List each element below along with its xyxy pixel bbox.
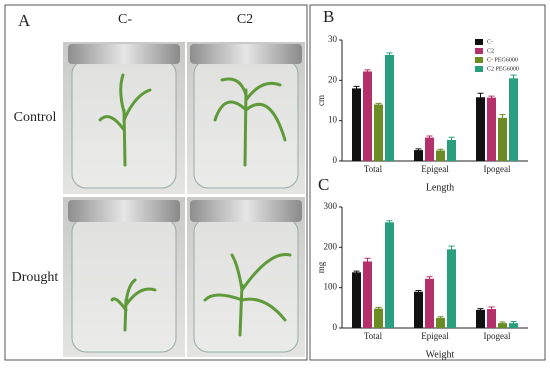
bar <box>487 309 496 328</box>
bar <box>509 323 518 328</box>
bar <box>414 291 423 328</box>
y-tick-label: 100 <box>324 282 338 292</box>
legend-swatch <box>475 48 483 54</box>
bar <box>436 317 445 328</box>
photos <box>63 42 305 357</box>
error-bar <box>364 257 371 265</box>
x-tick-label: Ipogeal <box>484 331 511 341</box>
legend-swatch <box>475 57 483 63</box>
row-label: Control <box>14 110 57 125</box>
bar <box>498 117 507 161</box>
panel-a-frame <box>4 4 308 361</box>
bar <box>436 150 445 161</box>
panel-label: A <box>18 11 31 30</box>
y-tick-label: 0 <box>333 322 338 332</box>
error-bar <box>437 316 444 320</box>
bar <box>374 104 383 161</box>
error-bar <box>415 148 422 152</box>
legend-swatch <box>475 66 483 72</box>
bar <box>447 140 456 161</box>
legend-label: C2 PEG6000 <box>487 66 519 72</box>
column-label: C2 <box>237 12 253 27</box>
y-tick-label: 30 <box>328 34 338 44</box>
bar <box>352 88 361 161</box>
error-bar <box>375 306 382 310</box>
error-bar <box>477 92 484 102</box>
x-tick-label: Epigeal <box>421 164 449 174</box>
x-axis-label: Weight <box>426 349 455 360</box>
y-tick-label: 200 <box>324 241 338 251</box>
bar <box>476 97 485 161</box>
bar <box>385 54 394 161</box>
bar <box>385 222 394 328</box>
y-axis-label: cm <box>316 95 326 106</box>
error-bar <box>488 95 495 100</box>
y-tick-label: 20 <box>328 74 338 84</box>
error-bar <box>415 289 422 293</box>
error-bar <box>499 114 506 122</box>
y-tick-label: 0 <box>333 155 338 165</box>
error-bar <box>510 321 517 325</box>
row-label: Drought <box>12 270 59 285</box>
legend-swatch <box>475 39 483 45</box>
error-bar <box>375 102 382 106</box>
panel-bc-frame <box>309 4 546 361</box>
x-tick-label: Epigeal <box>421 331 449 341</box>
bar <box>352 272 361 328</box>
error-bar <box>477 308 484 312</box>
error-bar <box>364 69 371 74</box>
error-bar <box>510 74 517 82</box>
error-bar <box>448 136 455 143</box>
bar <box>509 78 518 161</box>
x-tick-label: Ipogeal <box>484 164 511 174</box>
bar <box>447 249 456 328</box>
panel-label: C <box>318 175 329 194</box>
error-bar <box>353 270 360 274</box>
error-bar <box>386 52 393 57</box>
error-bar <box>448 245 455 253</box>
bar <box>498 323 507 328</box>
y-axis-label: mg <box>316 261 326 273</box>
error-bar <box>437 148 444 152</box>
error-bar <box>499 321 506 325</box>
bar <box>425 278 434 328</box>
bar <box>425 137 434 161</box>
y-tick-label: 300 <box>324 201 338 211</box>
error-bar <box>426 135 433 140</box>
error-bar <box>488 306 495 312</box>
bar <box>363 71 372 161</box>
error-bar <box>353 85 360 91</box>
bar <box>414 150 423 161</box>
bar <box>476 309 485 328</box>
bar <box>363 261 372 328</box>
y-tick-label: 10 <box>328 115 338 125</box>
bar <box>487 97 496 161</box>
bar <box>374 308 383 328</box>
legend-label: C- PEG6000 <box>487 57 518 63</box>
error-bar <box>426 276 433 281</box>
legend-label: C- <box>487 39 493 45</box>
column-label: C- <box>118 12 132 27</box>
x-axis-label: Length <box>426 182 454 193</box>
x-tick-label: Total <box>364 331 383 341</box>
error-bar <box>386 220 393 224</box>
x-tick-label: Total <box>364 164 383 174</box>
legend-label: C2 <box>487 48 494 54</box>
panel-label: B <box>323 7 334 26</box>
